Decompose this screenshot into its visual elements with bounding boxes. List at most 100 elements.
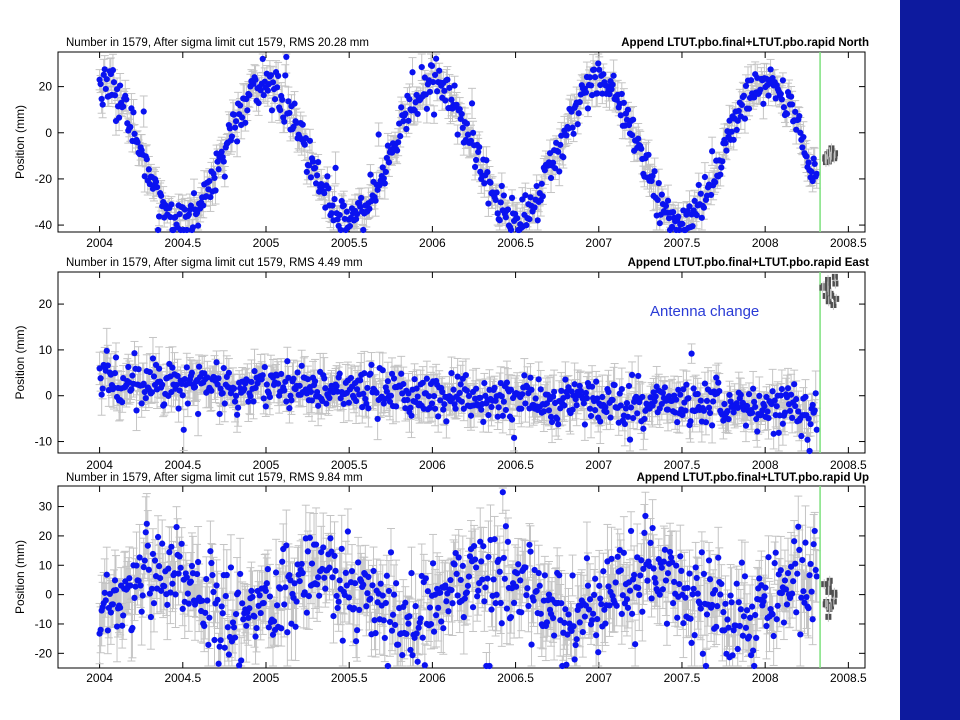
data-point	[645, 151, 652, 158]
y-tick-label: 0	[45, 126, 52, 140]
data-point	[701, 173, 709, 181]
data-point	[783, 110, 791, 118]
data-point	[97, 80, 104, 88]
data-point	[796, 112, 803, 120]
data-point	[691, 197, 698, 204]
data-point	[606, 91, 613, 98]
data-point	[423, 105, 430, 112]
data-point	[493, 189, 500, 196]
data-point	[594, 90, 601, 97]
data-point	[382, 168, 389, 176]
y-tick-label: 0	[45, 389, 52, 403]
data-point	[539, 193, 546, 200]
data-point	[451, 82, 458, 89]
data-point	[522, 192, 529, 199]
data-point	[328, 210, 335, 217]
data-point	[664, 197, 672, 204]
data-point	[239, 114, 246, 121]
data-point	[141, 173, 148, 180]
data-point	[145, 166, 152, 173]
y-tick-label: -40	[35, 218, 53, 232]
data-point	[354, 210, 361, 218]
data-point	[360, 226, 367, 234]
data-point	[498, 182, 505, 190]
x-tick-label: 2006.5	[497, 458, 534, 472]
x-tick-label: 2004.5	[164, 458, 201, 472]
data-point	[436, 67, 443, 74]
panel-stats: Number in 1579, After sigma limit cut 15…	[66, 37, 369, 49]
panel-stats: Number in 1579, After sigma limit cut 15…	[66, 257, 363, 269]
data-point	[307, 174, 315, 181]
data-point	[596, 66, 603, 73]
data-point	[375, 131, 382, 138]
data-point	[428, 62, 436, 70]
data-point	[779, 77, 786, 84]
data-point	[473, 156, 480, 164]
data-point	[587, 82, 595, 89]
data-point	[312, 180, 320, 187]
data-point	[600, 71, 607, 78]
data-point	[811, 160, 818, 168]
data-point	[98, 95, 105, 103]
data-point	[190, 190, 198, 197]
data-point	[463, 120, 470, 127]
data-point	[325, 185, 332, 192]
data-point	[456, 106, 463, 113]
data-point	[189, 224, 197, 231]
data-point	[384, 142, 391, 149]
data-point	[343, 208, 350, 215]
x-tick-label: 2004	[86, 236, 113, 250]
x-tick-label: 2008.5	[830, 458, 867, 472]
data-point	[485, 200, 492, 207]
x-tick-label: 2007	[585, 458, 612, 472]
x-tick-label: 2008	[752, 236, 779, 250]
data-point	[610, 72, 617, 79]
data-point	[679, 220, 686, 227]
data-point	[649, 172, 656, 180]
data-point	[722, 140, 729, 147]
data-point	[481, 180, 488, 187]
data-point	[176, 211, 183, 218]
data-point	[358, 194, 365, 202]
data-point	[109, 67, 117, 74]
data-point	[409, 69, 416, 76]
data-point	[337, 226, 344, 234]
data-point	[805, 159, 812, 166]
data-point	[218, 148, 225, 155]
data-point	[675, 213, 682, 220]
data-point	[446, 84, 453, 91]
data-point	[570, 130, 577, 137]
data-point	[638, 145, 645, 152]
data-point	[388, 149, 396, 156]
data-point	[734, 117, 741, 124]
data-point	[115, 114, 123, 121]
data-point	[574, 121, 581, 128]
data-point	[719, 158, 726, 165]
data-point	[686, 203, 693, 210]
data-point	[268, 107, 276, 114]
data-point	[158, 192, 165, 199]
data-point	[246, 92, 253, 99]
data-point	[557, 141, 564, 148]
data-point	[707, 191, 715, 199]
data-point	[658, 191, 665, 198]
data-point	[279, 96, 286, 103]
data-point	[453, 101, 460, 108]
data-point	[429, 79, 437, 86]
data-point	[741, 115, 749, 122]
data-point	[405, 117, 412, 124]
data-point	[541, 167, 548, 174]
data-point	[689, 223, 696, 230]
data-point	[665, 215, 673, 222]
data-point	[110, 79, 118, 86]
x-tick-label: 2004.5	[164, 236, 201, 250]
data-point	[398, 104, 405, 111]
data-point	[800, 133, 807, 141]
data-point	[718, 164, 725, 171]
x-tick-label: 2007	[585, 236, 612, 250]
data-point	[315, 158, 322, 166]
data-point	[468, 100, 476, 107]
plot-frame	[57, 271, 866, 454]
data-point	[269, 79, 277, 86]
y-axis-label: Position (mm)	[13, 105, 27, 179]
